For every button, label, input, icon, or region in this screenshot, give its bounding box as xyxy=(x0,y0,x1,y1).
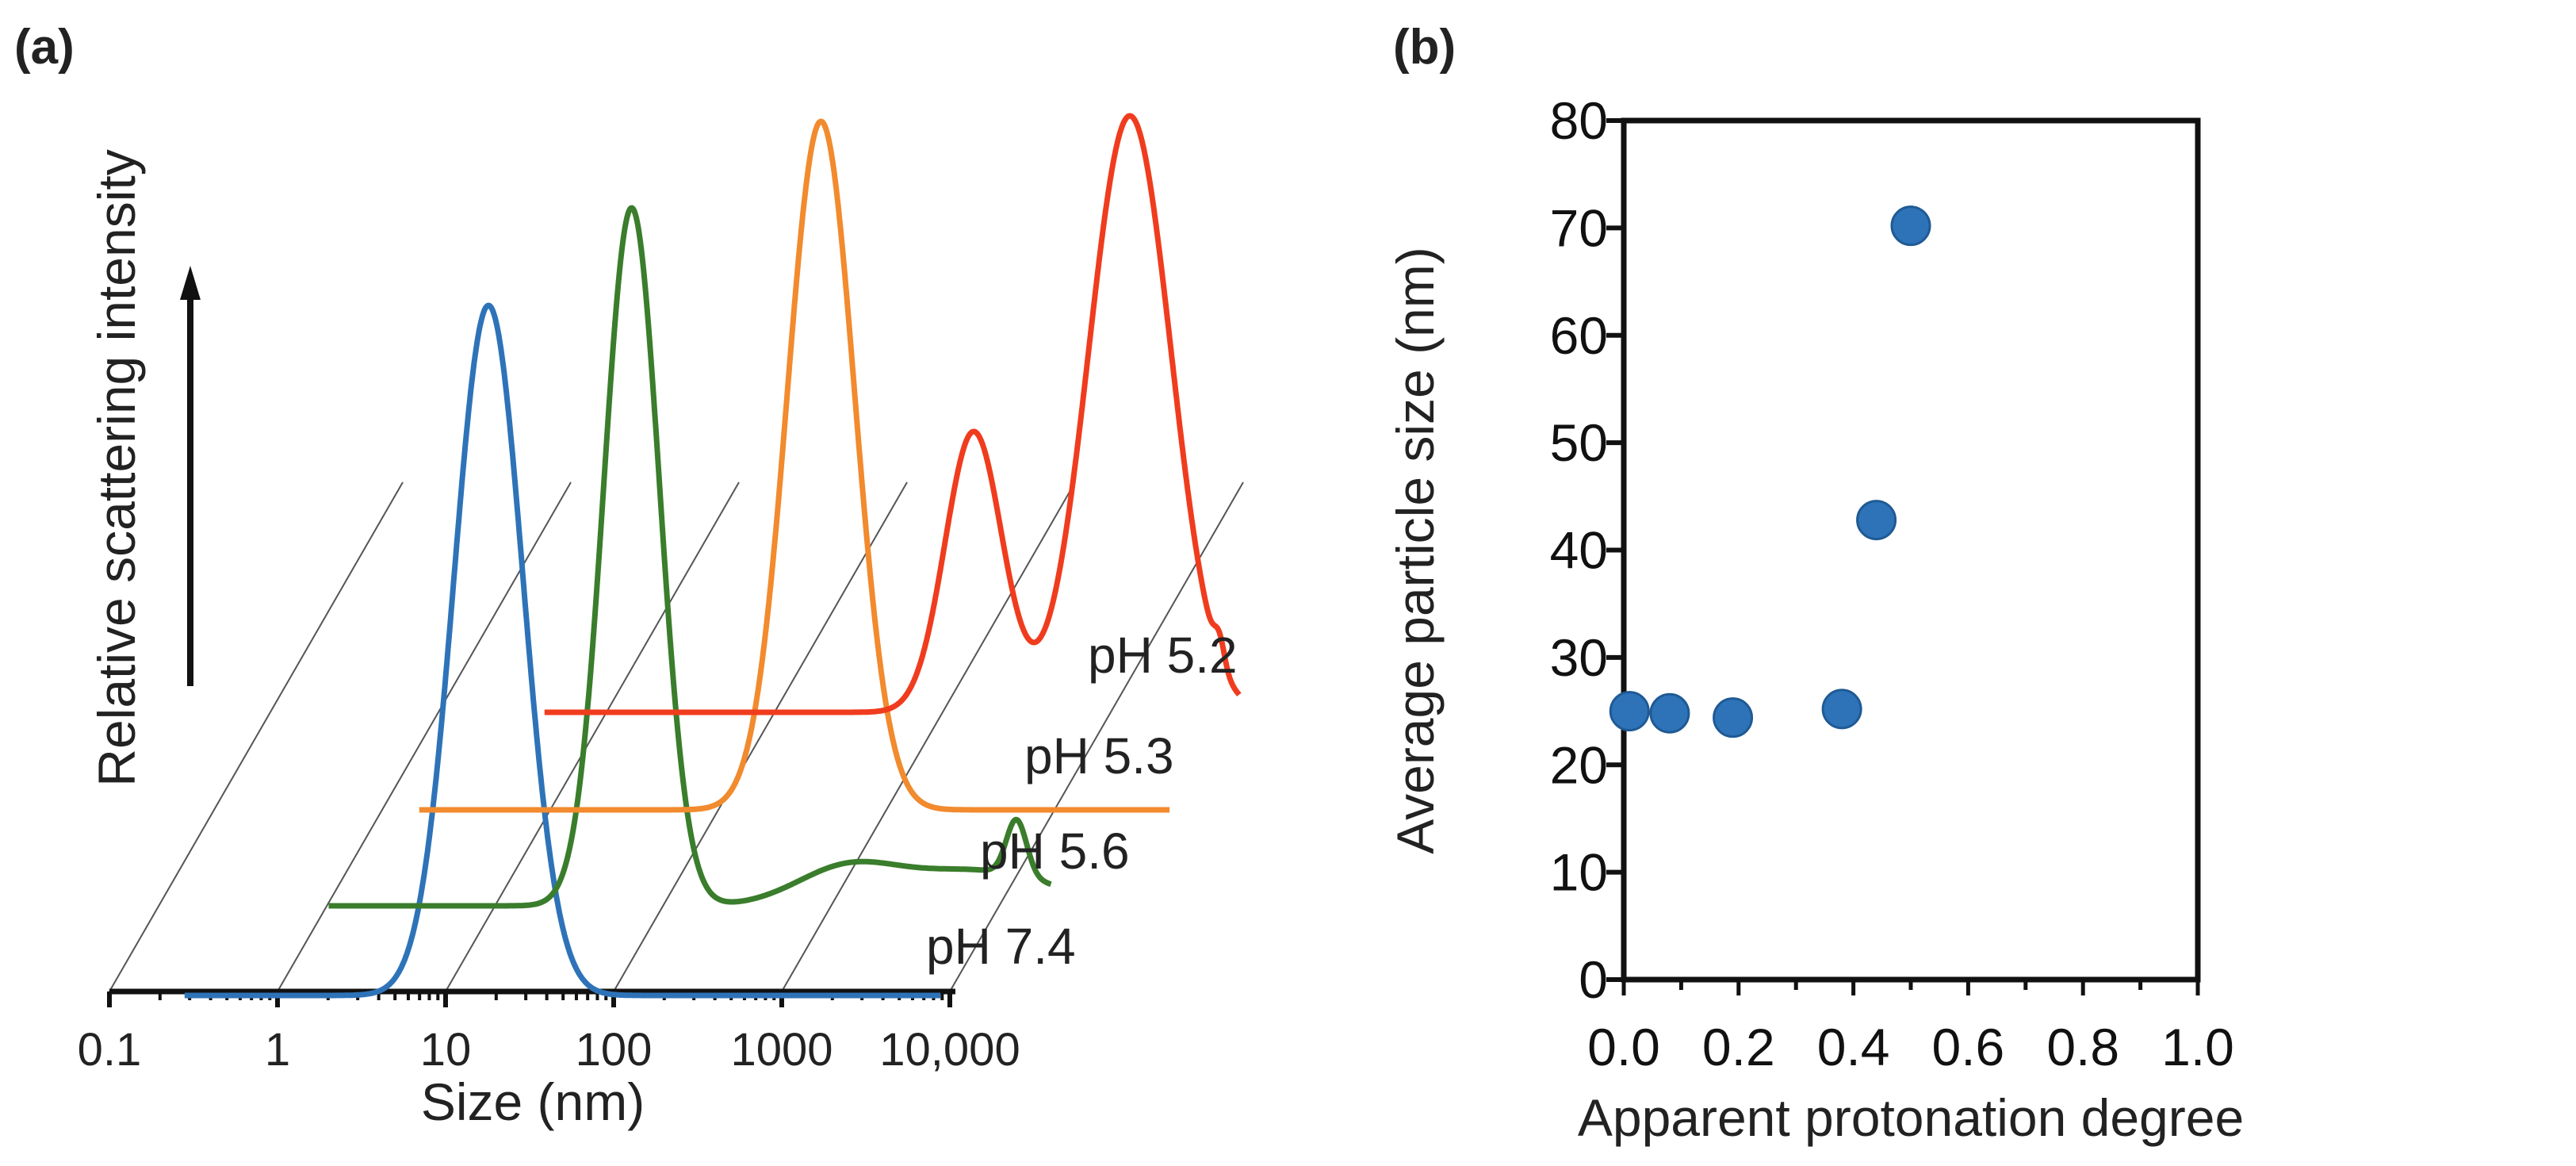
depth-line xyxy=(949,481,1244,992)
a-x-tick-labels: 0.1 1 10 100 1000 10,000 xyxy=(78,1024,1020,1076)
b-x-tick-labels: 0.0 0.2 0.4 0.6 0.8 1.0 xyxy=(1587,1018,2234,1076)
a-x-tick-label: 10 xyxy=(420,1024,472,1076)
b-y-tick-label: 20 xyxy=(1550,735,1608,794)
b-axis-ticks xyxy=(1606,118,2200,995)
b-y-axis-title: Average particle size (nm) xyxy=(1386,247,1445,853)
b-x-tick-label: 1.0 xyxy=(2161,1018,2234,1076)
data-point xyxy=(1713,697,1754,738)
b-y-tick-labels: 0 10 20 30 40 50 60 70 80 xyxy=(1550,91,1608,1009)
a-x-tick-label: 100 xyxy=(576,1024,653,1076)
b-plot-frame xyxy=(1621,117,2201,983)
b-data-points xyxy=(1609,205,1931,738)
panel-b-label: (b) xyxy=(1393,20,1456,75)
a-y-axis-title: Relative scattering intensity xyxy=(87,149,146,786)
b-y-tick-label: 50 xyxy=(1550,413,1608,472)
b-y-tick-label: 0 xyxy=(1579,950,1608,1009)
data-point xyxy=(1856,500,1897,541)
a-x-axis-title: Size (nm) xyxy=(421,1072,645,1131)
series-curve xyxy=(327,205,1053,909)
b-y-tick-label: 40 xyxy=(1550,521,1608,580)
depth-line xyxy=(445,481,740,992)
panel-a-label: (a) xyxy=(14,20,75,75)
b-y-tick-label: 80 xyxy=(1550,91,1608,150)
intensity-arrow-head xyxy=(180,266,201,300)
a-x-tick-label: 1 xyxy=(265,1024,290,1076)
a-curves xyxy=(182,113,1242,999)
a-x-tick-label: 10,000 xyxy=(879,1024,1020,1076)
b-y-tick-label: 30 xyxy=(1550,628,1608,687)
b-y-tick-label: 10 xyxy=(1550,843,1608,902)
b-x-tick-label: 0.8 xyxy=(2046,1018,2119,1076)
panel-b: (b) 0 10 20 30 40 50 60 70 80 0.0 0.2 0.4 0.6 0.8 1.0… xyxy=(1386,20,2244,1147)
panel-a: (a) 0.1 1 10 100 1000 10,000 Size (nm) Relati… xyxy=(14,20,1244,1131)
series-curve xyxy=(417,118,1172,813)
b-y-tick-label: 70 xyxy=(1550,198,1608,257)
depth-line xyxy=(277,481,572,992)
b-x-tick-label: 0.6 xyxy=(1932,1018,2005,1076)
data-point xyxy=(1821,688,1862,730)
data-point xyxy=(1649,692,1690,734)
b-x-tick-label: 0.4 xyxy=(1817,1018,1890,1076)
data-point xyxy=(1609,691,1650,732)
b-x-tick-label: 0.2 xyxy=(1702,1018,1775,1076)
b-x-axis-title: Apparent protonation degree xyxy=(1578,1088,2244,1147)
series-label: pH 5.2 xyxy=(1088,627,1238,684)
series-label: pH 5.3 xyxy=(1024,727,1174,784)
depth-line xyxy=(613,481,908,992)
depth-line xyxy=(109,481,404,992)
a-x-tick-label: 1000 xyxy=(730,1024,833,1076)
b-x-tick-label: 0.0 xyxy=(1587,1018,1660,1076)
data-point xyxy=(1890,205,1931,247)
b-y-tick-label: 60 xyxy=(1550,306,1608,365)
series-label: pH 5.6 xyxy=(980,823,1130,880)
depth-line xyxy=(781,481,1076,992)
series-label: pH 7.4 xyxy=(926,918,1076,975)
series-curve xyxy=(182,302,943,999)
a-x-tick-label: 0.1 xyxy=(78,1024,142,1076)
series-curve xyxy=(542,113,1242,715)
a-series-labels: pH 7.4 pH 5.6 pH 5.3 pH 5.2 xyxy=(926,627,1238,975)
